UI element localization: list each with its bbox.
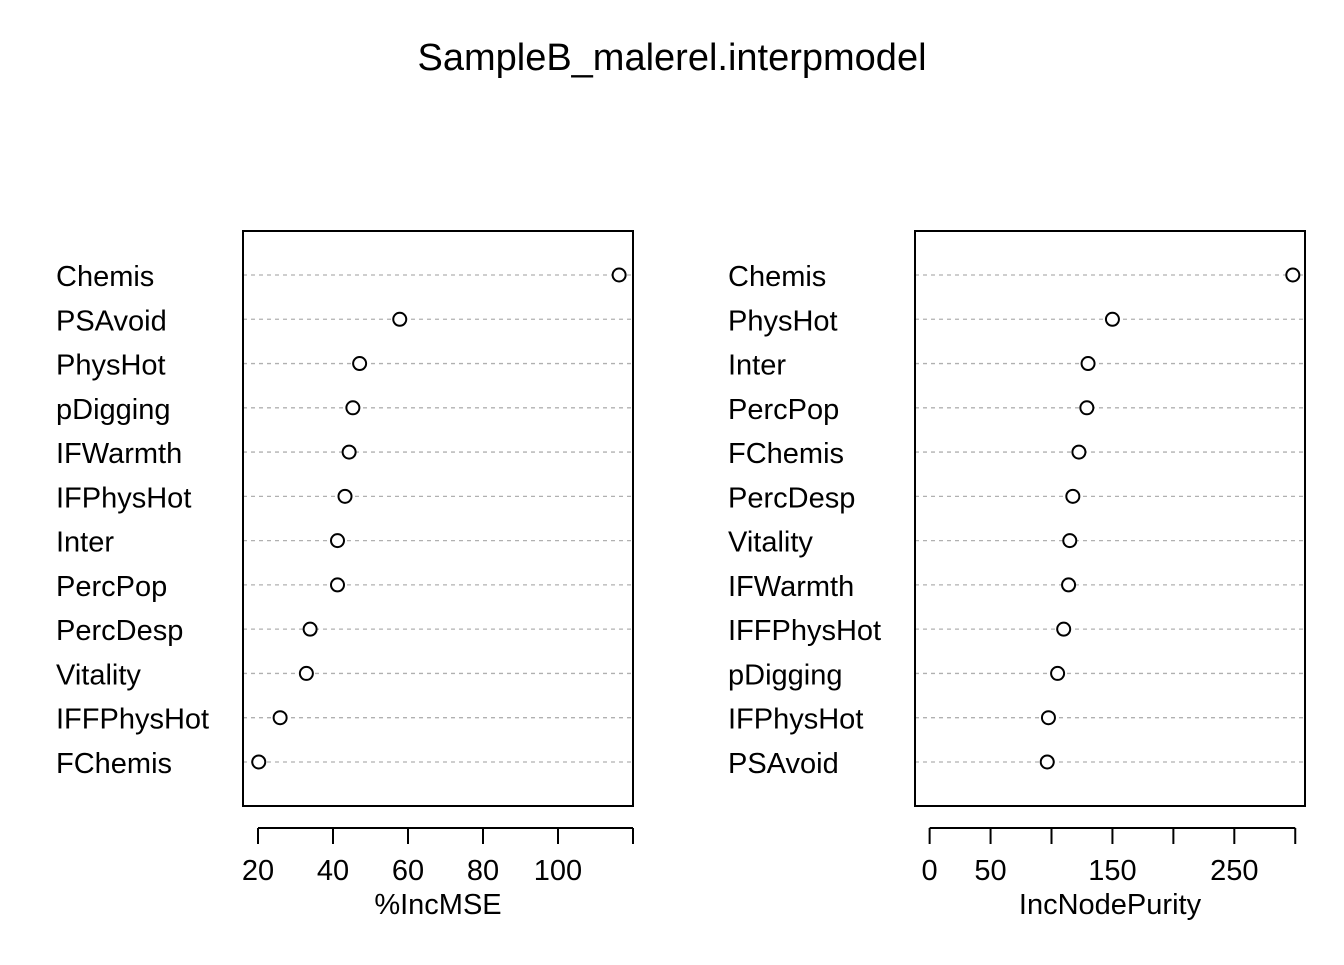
category-label: PercDesp bbox=[56, 615, 183, 647]
data-point bbox=[302, 621, 318, 637]
data-point bbox=[272, 710, 288, 726]
x-tick-label: 100 bbox=[534, 855, 582, 887]
data-point bbox=[1104, 311, 1120, 327]
x-tick-label: 250 bbox=[1210, 855, 1258, 887]
category-label: IFWarmth bbox=[728, 571, 854, 603]
data-point bbox=[341, 444, 357, 460]
x-tick-label: 40 bbox=[317, 855, 349, 887]
category-label: IFWarmth bbox=[56, 438, 182, 470]
data-point bbox=[330, 577, 345, 593]
data-point bbox=[1071, 444, 1087, 460]
plot-frame bbox=[242, 230, 634, 807]
x-tick-label: 50 bbox=[974, 855, 1006, 887]
data-point bbox=[1050, 665, 1066, 681]
category-label: Chemis bbox=[728, 261, 826, 293]
panel-incmse: Chemis PSAvoid PhysHot pDigging IFWarmth IFPh… bbox=[56, 230, 634, 921]
x-tick-label: 150 bbox=[1088, 855, 1136, 887]
data-point bbox=[1040, 710, 1056, 726]
category-label: Inter bbox=[56, 527, 114, 559]
category-label: IFPhysHot bbox=[728, 704, 863, 736]
data-point bbox=[251, 754, 267, 770]
category-label: Vitality bbox=[728, 527, 813, 559]
data-point bbox=[352, 356, 368, 372]
data-point bbox=[392, 311, 408, 327]
x-axis-label: %IncMSE bbox=[374, 889, 501, 921]
category-label: IFPhysHot bbox=[56, 482, 191, 514]
category-label: PercDesp bbox=[728, 482, 855, 514]
data-point bbox=[1065, 488, 1081, 504]
x-tick-label: 80 bbox=[467, 855, 499, 887]
data-point bbox=[345, 400, 361, 416]
category-label: FChemis bbox=[728, 438, 844, 470]
category-label: PhysHot bbox=[56, 350, 166, 382]
panel-incnodepurity: Chemis PhysHot Inter PercPop FChemis PercDesp… bbox=[728, 230, 1306, 921]
category-label: pDigging bbox=[728, 659, 842, 691]
category-label: IFFPhysHot bbox=[728, 615, 881, 647]
category-label: PSAvoid bbox=[56, 305, 167, 337]
x-axis-label: IncNodePurity bbox=[1019, 889, 1202, 921]
data-point bbox=[1062, 533, 1078, 549]
data-point bbox=[298, 665, 314, 681]
category-label: Inter bbox=[728, 350, 786, 382]
data-point bbox=[1039, 754, 1055, 770]
category-label: PhysHot bbox=[728, 305, 838, 337]
data-point bbox=[1285, 267, 1301, 283]
x-tick-label: 20 bbox=[242, 855, 274, 887]
category-label: pDigging bbox=[56, 394, 170, 426]
category-label: FChemis bbox=[56, 748, 172, 780]
data-point bbox=[1080, 356, 1096, 372]
x-tick-label: 0 bbox=[922, 855, 938, 887]
data-point bbox=[1061, 577, 1077, 593]
x-tick-label: 60 bbox=[392, 855, 424, 887]
category-label: PercPop bbox=[728, 394, 839, 426]
data-point bbox=[337, 488, 353, 504]
data-point bbox=[1056, 621, 1072, 637]
chart-title: SampleB_malerel.interpmodel bbox=[417, 37, 926, 79]
data-point bbox=[611, 267, 627, 283]
category-label: Vitality bbox=[56, 659, 141, 691]
data-point bbox=[330, 533, 345, 549]
category-label: PSAvoid bbox=[728, 748, 839, 780]
category-label: Chemis bbox=[56, 261, 154, 293]
data-point bbox=[1079, 400, 1095, 416]
category-label: IFFPhysHot bbox=[56, 704, 209, 736]
plot-frame bbox=[914, 230, 1306, 807]
category-label: PercPop bbox=[56, 571, 167, 603]
